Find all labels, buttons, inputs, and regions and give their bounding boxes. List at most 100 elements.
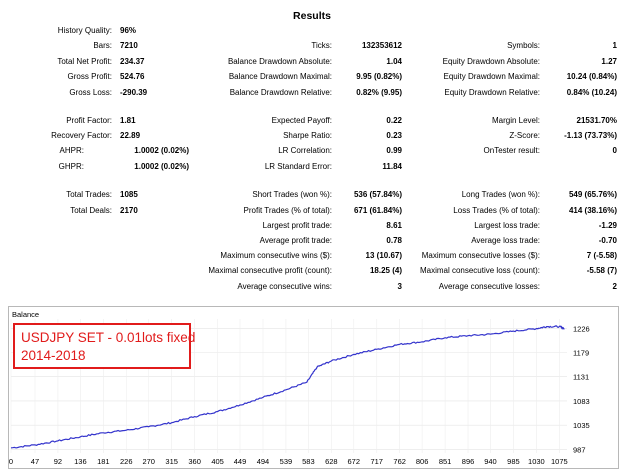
equity-dd-max-value: 10.24 (0.84%)	[566, 72, 617, 81]
ticks-value: 132353612	[361, 41, 402, 50]
balance-line	[10, 325, 565, 449]
profit-trades-value: 671 (61.84%)	[353, 206, 402, 215]
z-score-label: Z-Score:	[509, 131, 540, 140]
gross-loss-label: Gross Loss:	[69, 88, 112, 97]
total-deals-value: 2170	[120, 206, 138, 215]
avg-consec-wins-label: Average consecutive wins:	[237, 282, 332, 291]
balance-dd-abs-value: 1.04	[386, 57, 402, 66]
x-tick-label: 92	[54, 457, 62, 466]
x-tick-label: 762	[393, 457, 406, 466]
x-tick-label: 672	[348, 457, 361, 466]
profit-factor-label: Profit Factor:	[66, 116, 112, 125]
y-tick-label: 1131	[573, 373, 589, 382]
equity-dd-rel-value: 0.84% (10.24)	[566, 88, 617, 97]
short-trades-label: Short Trades (won %):	[252, 190, 332, 199]
sharpe-ratio-label: Sharpe Ratio:	[283, 131, 332, 140]
equity-dd-abs-value: 1.27	[601, 57, 617, 66]
x-tick-label: 1075	[551, 457, 568, 466]
x-tick-label: 539	[280, 457, 293, 466]
x-tick-label: 360	[188, 457, 201, 466]
largest-loss-label: Largest loss trade:	[474, 221, 540, 230]
x-tick-label: 181	[97, 457, 110, 466]
x-tick-label: 851	[439, 457, 452, 466]
x-tick-label: 315	[165, 457, 178, 466]
avg-consec-losses-value: 2	[612, 282, 617, 291]
equity-dd-max-label: Equity Drawdown Maximal:	[443, 72, 540, 81]
x-tick-label: 494	[257, 457, 270, 466]
equity-dd-abs-label: Equity Drawdown Absolute:	[442, 57, 540, 66]
x-tick-label: 136	[74, 457, 87, 466]
avg-consec-losses-label: Average consecutive losses:	[438, 282, 540, 291]
short-trades-value: 536 (57.84%)	[353, 190, 402, 199]
total-net-profit-label: Total Net Profit:	[57, 57, 112, 66]
x-tick-label: 405	[211, 457, 224, 466]
x-tick-label: 940	[484, 457, 497, 466]
ghpr-value: 1.0002 (0.02%)	[134, 162, 189, 171]
ontester-result-value: 0	[612, 146, 617, 155]
x-tick-label: 806	[416, 457, 429, 466]
x-tick-label: 896	[462, 457, 475, 466]
largest-profit-label: Largest profit trade:	[262, 221, 332, 230]
maximal-consec-loss-label: Maximal consecutive loss (count):	[419, 266, 540, 275]
x-tick-label: 0	[9, 457, 13, 466]
loss-trades-value: 414 (38.16%)	[568, 206, 617, 215]
gross-loss-value: -290.39	[120, 88, 148, 97]
maximal-consec-profit-label: Maximal consecutive profit (count):	[208, 266, 332, 275]
x-tick-label: 717	[370, 457, 383, 466]
max-consec-wins-value: 13 (10.67)	[365, 251, 402, 260]
profit-factor-value: 1.81	[120, 116, 136, 125]
symbols-value: 1	[612, 41, 617, 50]
avg-consec-wins-value: 3	[397, 282, 402, 291]
lr-std-error-value: 11.84	[382, 162, 402, 171]
ghpr-label: GHPR:	[58, 162, 84, 171]
total-net-profit-value: 234.37	[120, 57, 145, 66]
y-axis-ticks: 1226 1179 1131 1083 1035 987	[573, 325, 590, 455]
max-consec-wins-label: Maximum consecutive wins ($):	[220, 251, 332, 260]
results-title: Results	[293, 10, 331, 22]
x-axis-ticks: 0 47 92 136 181 226 270 315 360 405 449 494 539 583 62…	[9, 457, 568, 466]
ticks-label: Ticks:	[311, 41, 332, 50]
x-tick-label: 628	[325, 457, 338, 466]
largest-loss-value: -1.29	[598, 221, 617, 230]
bars-label: Bars:	[93, 41, 112, 50]
balance-dd-max-value: 9.95 (0.82%)	[356, 72, 402, 81]
lr-correlation-label: LR Correlation:	[278, 146, 332, 155]
y-tick-label: 1226	[573, 325, 590, 334]
expected-payoff-label: Expected Payoff:	[271, 116, 332, 125]
margin-level-value: 21531.70%	[576, 116, 617, 125]
balance-dd-max-label: Balance Drawdown Maximal:	[228, 72, 332, 81]
lr-correlation-value: 0.99	[386, 146, 402, 155]
recovery-factor-label: Recovery Factor:	[51, 131, 112, 140]
x-tick-label: 47	[31, 457, 39, 466]
lr-std-error-label: LR Standard Error:	[264, 162, 332, 171]
y-tick-label: 987	[573, 445, 586, 454]
avg-profit-value: 0.78	[386, 236, 402, 245]
largest-profit-value: 8.61	[386, 221, 402, 230]
annotation-line-1: USDJPY SET - 0.01lots fixed	[21, 330, 196, 345]
balance-dd-rel-value: 0.82% (9.95)	[356, 88, 402, 97]
y-tick-label: 1083	[573, 397, 590, 406]
balance-dd-rel-label: Balance Drawdown Relative:	[229, 88, 332, 97]
long-trades-label: Long Trades (won %):	[461, 190, 540, 199]
z-score-value: -1.13 (73.73%)	[564, 131, 617, 140]
maximal-consec-profit-value: 18.25 (4)	[369, 266, 402, 275]
y-tick-label: 1035	[573, 421, 590, 430]
total-trades-value: 1085	[120, 190, 138, 199]
y-tick-label: 1179	[573, 348, 589, 357]
ontester-result-label: OnTester result:	[483, 146, 540, 155]
history-quality-value: 96%	[120, 26, 137, 35]
history-quality-label: History Quality:	[57, 26, 112, 35]
profit-trades-label: Profit Trades (% of total):	[243, 206, 332, 215]
maximal-consec-loss-value: -5.58 (7)	[586, 266, 617, 275]
x-tick-label: 1030	[528, 457, 545, 466]
balance-chart: 1226 1179 1131 1083 1035 987 0 47 92 136 181 226 27…	[8, 306, 619, 469]
max-consec-losses-label: Maximum consecutive losses ($):	[421, 251, 540, 260]
avg-loss-value: -0.70	[598, 236, 617, 245]
total-deals-label: Total Deals:	[70, 206, 112, 215]
chart-title: Balance	[12, 310, 40, 319]
sharpe-ratio-value: 0.23	[386, 131, 402, 140]
ahpr-label: AHPR:	[59, 146, 84, 155]
x-tick-label: 449	[234, 457, 247, 466]
expected-payoff-value: 0.22	[386, 116, 402, 125]
x-tick-label: 583	[302, 457, 315, 466]
